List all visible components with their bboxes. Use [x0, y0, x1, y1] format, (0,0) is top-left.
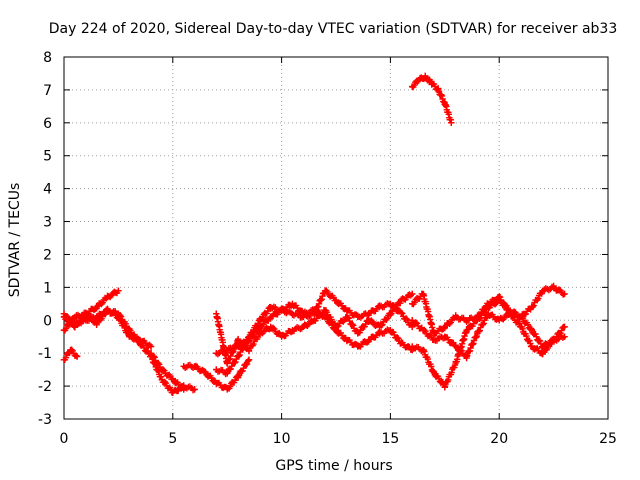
- x-tick-label: 5: [168, 431, 177, 447]
- x-axis-title: GPS time / hours: [275, 458, 392, 474]
- y-tick-label: 8: [43, 50, 52, 66]
- y-tick-label: 0: [43, 313, 52, 329]
- plot-frame: [63, 56, 609, 420]
- series-trace: [180, 356, 253, 392]
- series-trace: [213, 290, 416, 367]
- tick-labels: 0 5 10 15 20 25 -3 -2 -1 0 1 2 3 4 5 6 7 8: [38, 50, 617, 447]
- y-tick-label: -2: [38, 379, 52, 395]
- series-track-e: [147, 349, 187, 393]
- series-track-m: [408, 72, 455, 127]
- series-track-f: [180, 356, 253, 393]
- axis-ticks: [63, 56, 609, 420]
- x-tick-label: 0: [60, 431, 69, 447]
- series-track-d: [60, 346, 81, 363]
- series-track-k: [408, 282, 568, 362]
- x-tick-label: 25: [599, 431, 617, 447]
- series-trace: [60, 346, 81, 363]
- series-trace: [409, 290, 568, 358]
- data-marks: [60, 72, 568, 396]
- chart-title: Day 224 of 2020, Sidereal Day-to-day VTE…: [49, 21, 618, 37]
- x-tick-label: 15: [381, 431, 399, 447]
- x-tick-label: 10: [273, 431, 291, 447]
- series-trace: [409, 72, 455, 126]
- y-tick-label: -1: [38, 346, 52, 362]
- series-trace: [409, 282, 568, 362]
- y-tick-label: 5: [43, 149, 52, 165]
- y-tick-label: -3: [38, 412, 52, 428]
- x-tick-label: 20: [490, 431, 508, 447]
- y-tick-label: 6: [43, 116, 52, 132]
- grid-lines: [64, 57, 608, 419]
- series-track-h: [213, 300, 416, 378]
- y-tick-label: 4: [43, 182, 52, 198]
- y-axis-title: SDTVAR / TECUs: [7, 183, 23, 298]
- series-track-i: [213, 290, 416, 367]
- y-tick-label: 3: [43, 215, 52, 231]
- y-tick-label: 7: [43, 83, 52, 99]
- series-track-c: [60, 305, 155, 350]
- series-trace: [147, 350, 187, 393]
- series-trace: [60, 305, 155, 350]
- y-tick-label: 1: [43, 280, 52, 296]
- y-tick-label: 2: [43, 247, 52, 263]
- series-track-l: [408, 290, 568, 358]
